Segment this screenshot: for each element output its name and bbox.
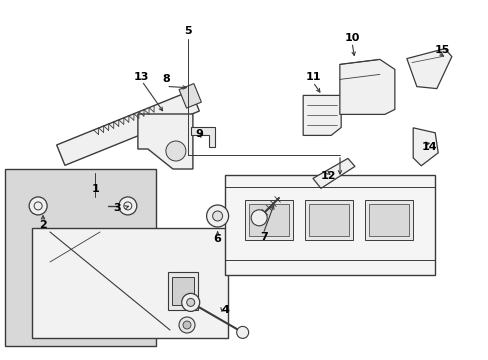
- Circle shape: [236, 327, 248, 338]
- Circle shape: [182, 293, 199, 311]
- Circle shape: [34, 202, 42, 210]
- Circle shape: [29, 197, 47, 215]
- Text: 2: 2: [39, 220, 47, 230]
- Text: 9: 9: [195, 129, 203, 139]
- Text: 10: 10: [344, 33, 359, 43]
- Circle shape: [206, 205, 228, 227]
- Bar: [308, 204, 348, 236]
- Polygon shape: [57, 91, 199, 165]
- Text: 15: 15: [434, 45, 449, 55]
- Circle shape: [212, 211, 222, 221]
- Bar: [368, 204, 408, 236]
- Text: 13: 13: [134, 72, 149, 82]
- Bar: [224, 175, 434, 275]
- Circle shape: [119, 197, 137, 215]
- Bar: [305, 200, 352, 240]
- Bar: [248, 204, 288, 236]
- Polygon shape: [412, 128, 437, 166]
- Bar: [168, 272, 198, 310]
- Text: 8: 8: [162, 74, 170, 84]
- Polygon shape: [406, 49, 451, 89]
- Text: 3: 3: [113, 203, 121, 213]
- Text: 5: 5: [184, 26, 192, 36]
- Polygon shape: [32, 228, 227, 338]
- Polygon shape: [138, 114, 192, 169]
- Text: 11: 11: [305, 72, 320, 82]
- Polygon shape: [312, 158, 354, 188]
- Polygon shape: [339, 59, 394, 114]
- Bar: [172, 277, 194, 305]
- Polygon shape: [303, 95, 341, 135]
- Bar: [244, 200, 292, 240]
- Bar: [364, 200, 412, 240]
- Circle shape: [179, 317, 195, 333]
- Text: 14: 14: [421, 142, 436, 152]
- Text: 4: 4: [221, 305, 228, 315]
- Bar: [5, 169, 156, 346]
- Text: 6: 6: [213, 234, 221, 244]
- Text: 12: 12: [320, 171, 336, 181]
- Text: 7: 7: [260, 232, 267, 242]
- Circle shape: [165, 141, 185, 161]
- Circle shape: [251, 210, 266, 226]
- Polygon shape: [179, 84, 201, 108]
- Text: 1: 1: [91, 184, 99, 194]
- Circle shape: [183, 321, 191, 329]
- Circle shape: [186, 298, 194, 306]
- Circle shape: [123, 202, 132, 210]
- Polygon shape: [190, 127, 215, 147]
